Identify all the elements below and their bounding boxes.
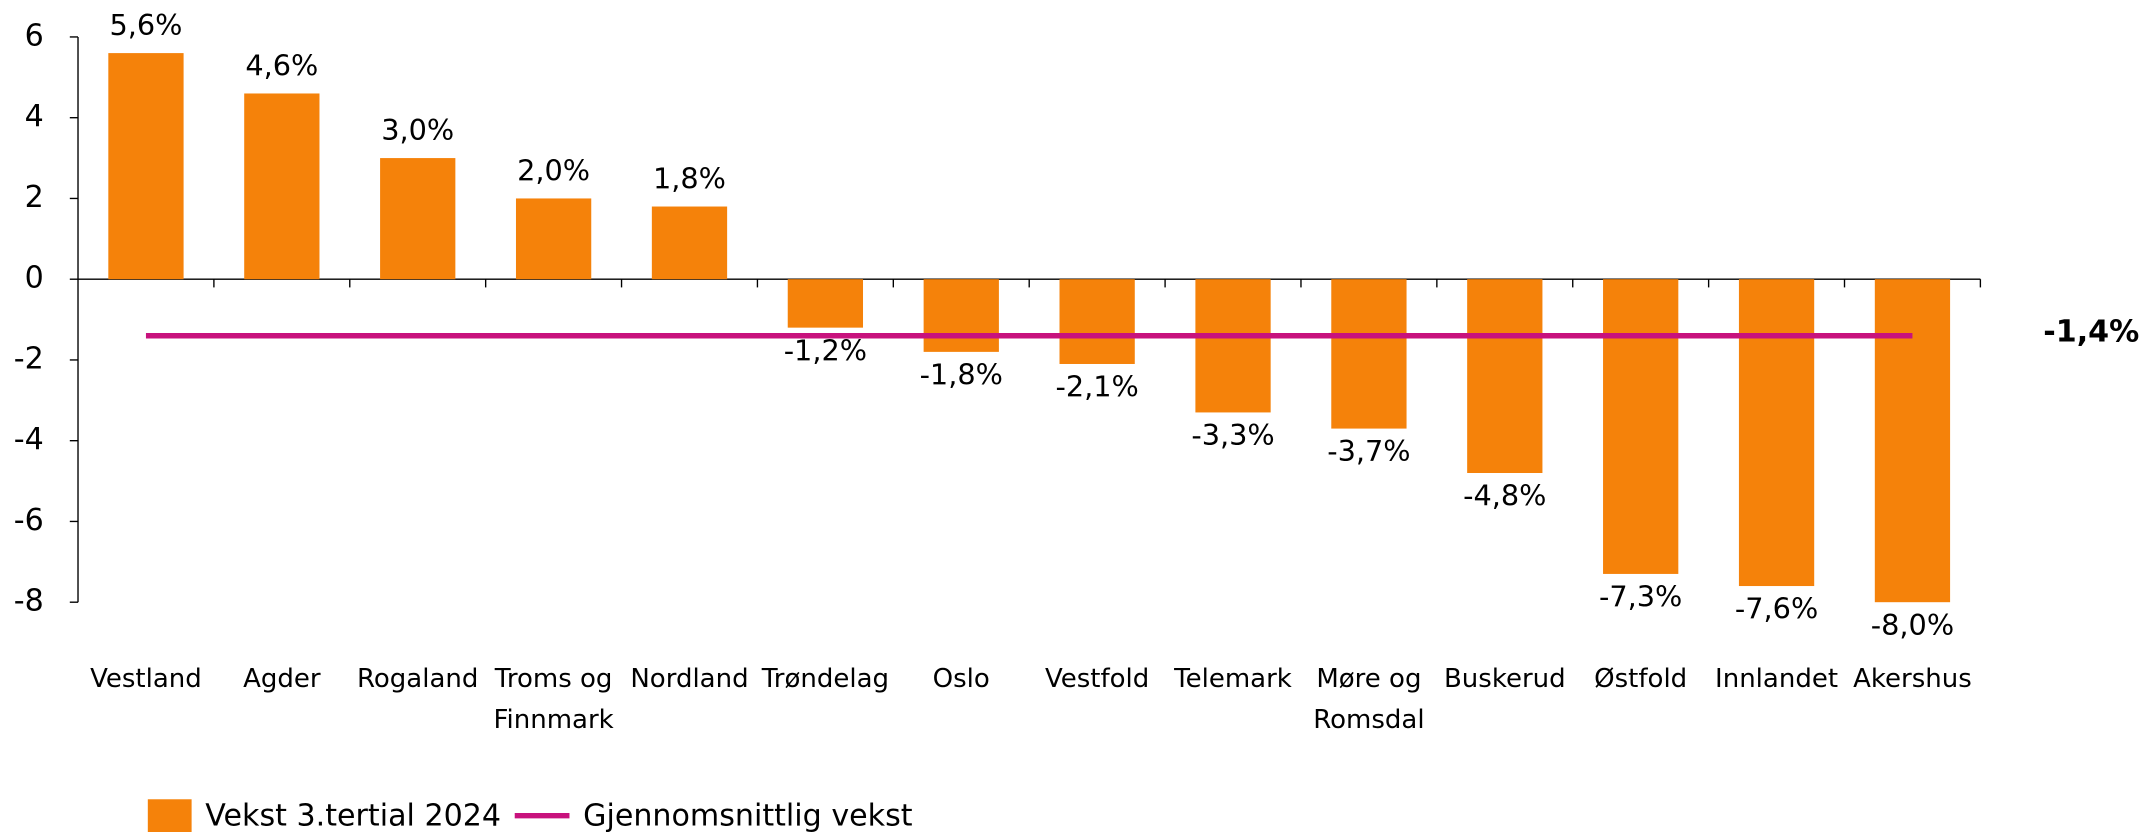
x-tick-label: Telemark — [1174, 663, 1292, 694]
data-label: -7,3% — [1599, 580, 1682, 614]
bar — [651, 206, 728, 280]
x-tick-label: Vestland — [90, 663, 202, 694]
data-label: -4,8% — [1463, 479, 1546, 513]
data-label: 5,6% — [109, 8, 182, 42]
bar — [1331, 279, 1407, 429]
x-tick-label: Buskerud — [1443, 663, 1566, 694]
y-tick-label: -6 — [14, 503, 44, 538]
y-tick-label: 2 — [25, 180, 44, 215]
legend-label: Gjennomsnittlig vekst — [583, 799, 913, 832]
x-tick-label: Nordland — [630, 663, 749, 694]
bar — [515, 198, 592, 280]
bar — [108, 53, 184, 280]
x-tick-label: Trøndelag — [761, 663, 890, 694]
bar — [1059, 279, 1135, 364]
x-tick-label: Oslo — [932, 663, 990, 694]
data-label: -3,3% — [1191, 418, 1274, 452]
y-tick-label: -4 — [14, 422, 44, 457]
legend-swatch — [147, 799, 192, 832]
x-tick-label: Troms og Finnmark — [493, 663, 614, 735]
line-end-label: -1,4% — [2043, 314, 2139, 349]
data-label: -3,7% — [1327, 434, 1410, 468]
x-tick-label: Innlandet — [1715, 663, 1839, 694]
x-tick-label: Møre og Romsdal — [1313, 663, 1425, 735]
data-label: -7,6% — [1735, 592, 1818, 626]
data-label: -1,8% — [920, 358, 1003, 392]
x-tick-label: Rogaland — [356, 663, 479, 694]
y-tick-label: -8 — [14, 584, 44, 619]
bar — [1874, 279, 1951, 603]
legend-label: Vekst 3.tertial 2024 — [205, 799, 501, 832]
bar — [923, 279, 999, 352]
bar — [380, 158, 456, 280]
bar — [787, 279, 864, 328]
x-tick-label: Akershus — [1853, 663, 1972, 694]
bar — [244, 93, 320, 280]
data-label: 2,0% — [517, 153, 590, 187]
data-label: 1,8% — [653, 162, 726, 196]
bar — [1603, 279, 1679, 574]
data-label: -1,2% — [784, 333, 867, 367]
x-tick-label: Agder — [243, 663, 321, 694]
data-label: -8,0% — [1871, 608, 1954, 642]
data-label: 3,0% — [381, 113, 454, 147]
y-tick-label: -2 — [14, 341, 44, 376]
x-tick-label: Vestfold — [1044, 663, 1150, 694]
data-label: -2,1% — [1055, 370, 1138, 404]
x-tick-label: Østfold — [1594, 663, 1688, 694]
y-tick-label: 6 — [25, 18, 44, 53]
data-label: 4,6% — [245, 48, 318, 82]
bar — [1195, 279, 1271, 413]
y-tick-label: 0 — [25, 261, 44, 296]
bar — [1738, 279, 1815, 587]
y-tick-label: 4 — [25, 99, 44, 134]
bar — [1467, 279, 1543, 473]
